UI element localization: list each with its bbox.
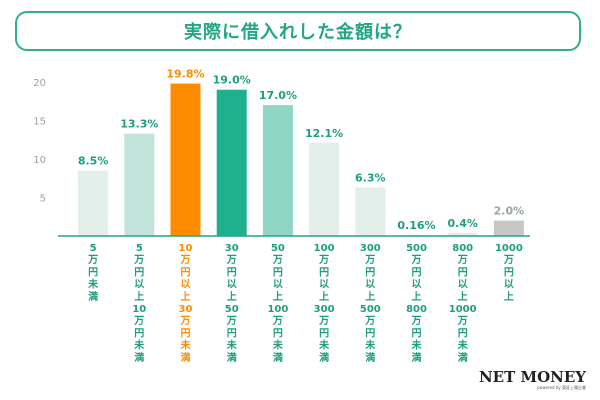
bar bbox=[447, 232, 478, 236]
x-tick-label: 300 万円以上 500 万円未満 bbox=[360, 243, 381, 364]
bar-value-label: 17.0% bbox=[259, 89, 297, 102]
chart-title: 実際に借入れした金額は？ bbox=[15, 11, 581, 51]
brand-logo: NET MONEY powered by 東証上場企業 bbox=[479, 370, 586, 390]
bar bbox=[493, 220, 524, 236]
y-tick-label: 5 bbox=[40, 194, 46, 205]
bar-value-label: 0.16% bbox=[397, 219, 435, 232]
bar-value-label: 8.5% bbox=[78, 155, 109, 168]
bar-value-label: 19.0% bbox=[213, 74, 251, 87]
bar bbox=[309, 142, 340, 236]
bar-value-label: 0.4% bbox=[447, 217, 478, 230]
bar bbox=[216, 89, 247, 236]
bar bbox=[124, 133, 155, 236]
x-tick-label: 800 万円以上 1000 万円未満 bbox=[449, 243, 477, 364]
x-tick-label: 50 万円以上 100 万円未満 bbox=[267, 243, 288, 364]
brand-tagline: powered by 東証上場企業 bbox=[537, 385, 586, 390]
bar bbox=[78, 170, 109, 236]
y-tick-label: 15 bbox=[33, 117, 46, 128]
x-tick-label: 1000 万円以上 bbox=[495, 243, 523, 303]
bar-value-label: 19.8% bbox=[166, 68, 204, 81]
bar-value-label: 6.3% bbox=[355, 171, 386, 184]
bar-value-label: 2.0% bbox=[494, 205, 525, 218]
bar bbox=[262, 105, 293, 236]
x-tick-label: 100 万円以上 300 万円未満 bbox=[314, 243, 335, 364]
y-tick-label: 10 bbox=[33, 155, 46, 166]
bar-value-label: 12.1% bbox=[305, 127, 343, 140]
x-tick-label: 5 万円未満 bbox=[87, 243, 98, 303]
x-tick-label: 5 万円以上 10 万円未満 bbox=[132, 243, 146, 364]
x-tick-label: 10 万円以上 30 万円未満 bbox=[179, 243, 193, 364]
bar bbox=[355, 187, 386, 236]
y-tick-label: 20 bbox=[33, 78, 46, 89]
x-tick-label: 500 万円以上 800 万円未満 bbox=[406, 243, 427, 364]
x-tick-label: 30 万円以上 50 万円未満 bbox=[225, 243, 239, 364]
bar bbox=[170, 83, 201, 236]
brand-name: NET MONEY bbox=[478, 368, 586, 386]
bar-value-label: 13.3% bbox=[120, 118, 158, 131]
